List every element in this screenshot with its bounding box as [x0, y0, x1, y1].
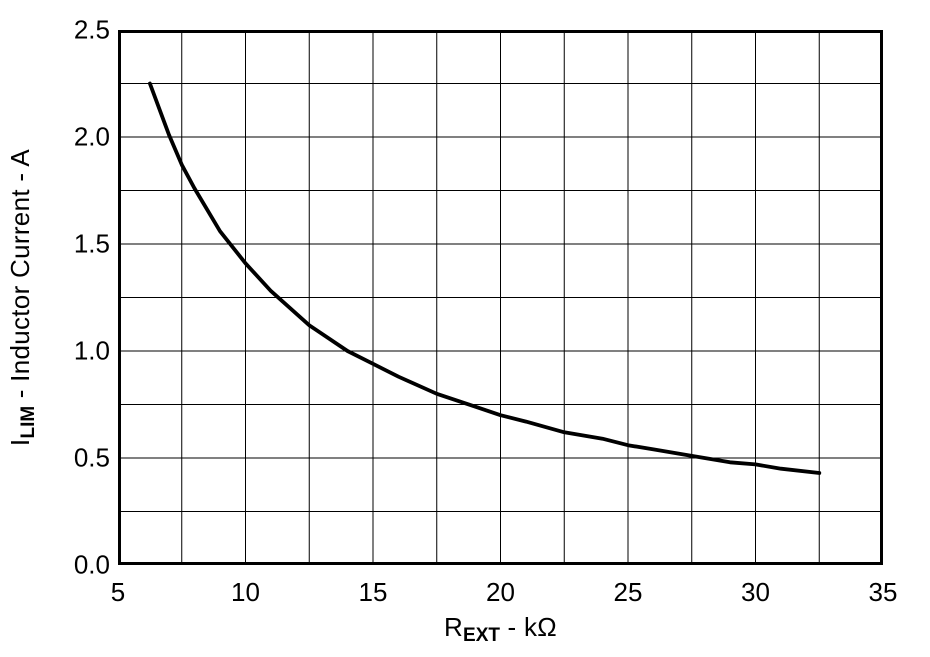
y-tick-label: 0.0	[73, 549, 110, 580]
y-tick-label: 0.5	[73, 442, 110, 473]
x-tick-label: 25	[613, 577, 643, 607]
plot-area	[118, 30, 883, 565]
x-axis-title-wrap: REXT - kΩ	[118, 612, 883, 647]
x-tick-label: 20	[486, 577, 515, 607]
x-tick-label: 30	[741, 577, 770, 607]
x-tick-label: 15	[358, 577, 388, 607]
y-tick-label: 1.5	[73, 228, 110, 259]
y-tick-labels: 0.0 0.5 1.0 1.5 2.0 2.5	[0, 0, 110, 657]
x-tick-label: 5	[110, 577, 126, 607]
data-curve	[148, 81, 822, 475]
x-axis-unit: - kΩ	[499, 612, 558, 642]
x-axis-symbol: R	[443, 612, 464, 642]
x-tick-label: 10	[231, 577, 260, 607]
plot-svg	[118, 30, 883, 565]
x-tick-label: 35	[868, 577, 898, 607]
y-tick-label: 2.5	[73, 14, 110, 45]
x-axis-title: REXT - kΩ	[443, 612, 558, 646]
y-tick-label: 1.0	[73, 335, 110, 366]
y-tick-label: 2.0	[73, 121, 110, 152]
plot-frame	[118, 30, 883, 565]
x-axis-subscript: EXT	[463, 625, 500, 646]
